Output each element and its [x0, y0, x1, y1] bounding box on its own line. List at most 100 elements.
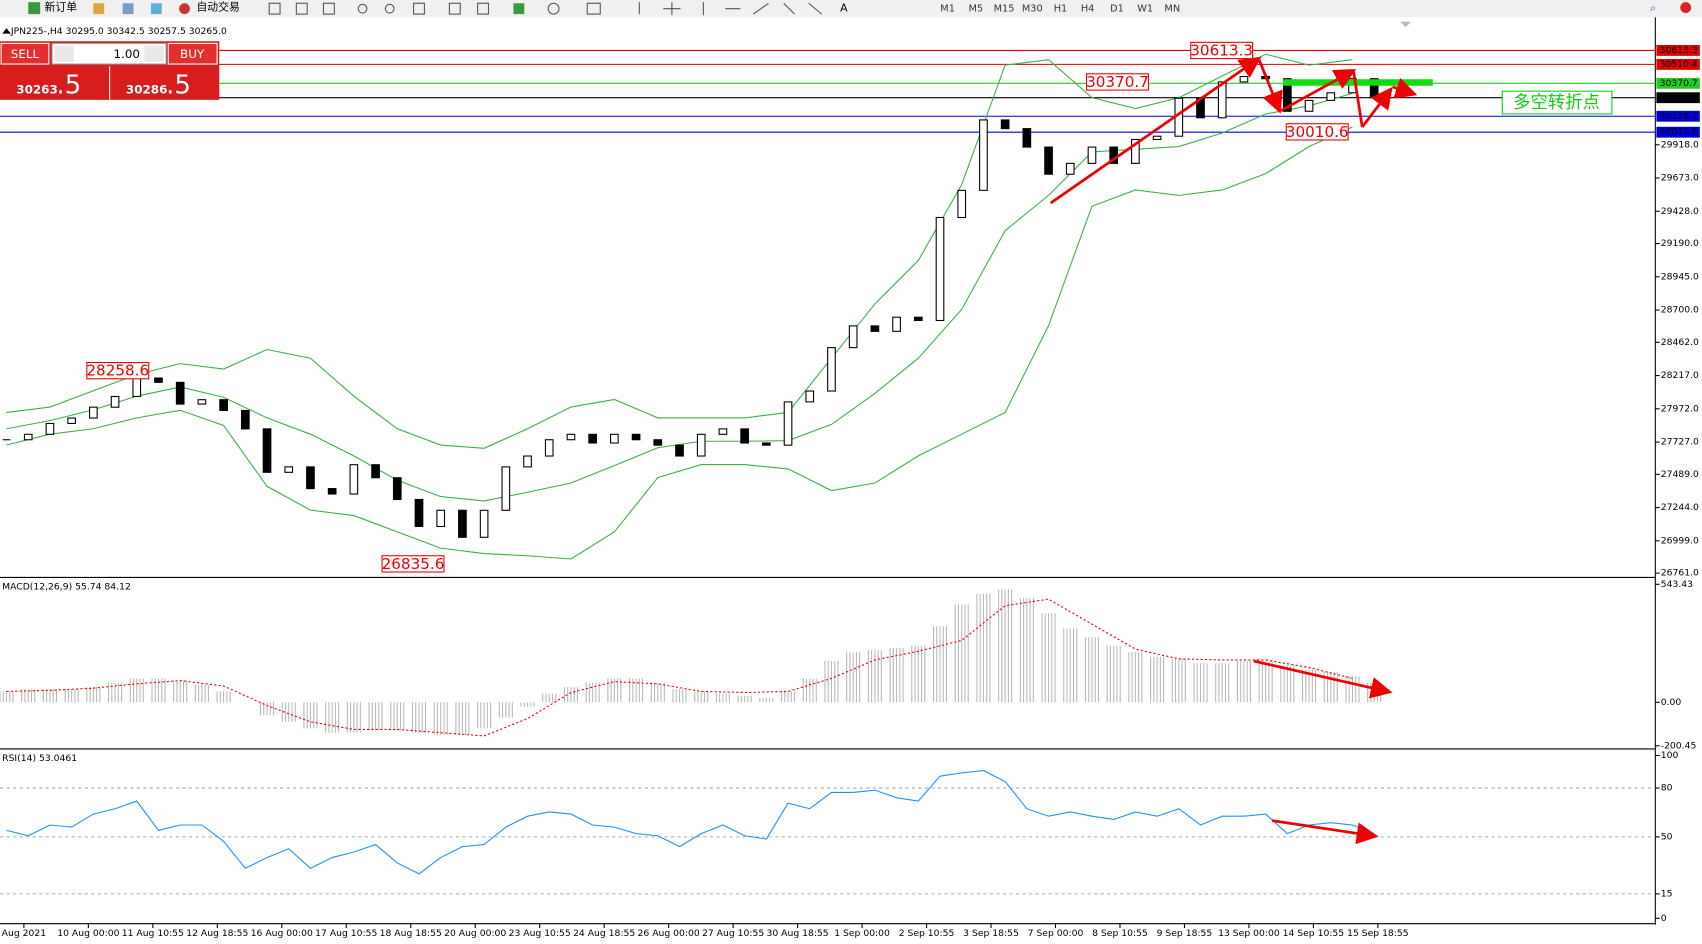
y-tick-label: 29190.0: [1661, 238, 1699, 249]
candle: [1217, 81, 1227, 119]
buy-price[interactable]: 30286: [126, 83, 167, 97]
candle: [240, 409, 250, 430]
candle: [827, 347, 836, 392]
candle: [957, 189, 967, 219]
annotation: 28258.6: [86, 362, 149, 380]
timeframe[interactable]: D1: [1110, 4, 1124, 15]
candle: [935, 216, 945, 322]
candle: [1283, 78, 1292, 112]
y-tick-label: 26999.0: [1661, 535, 1699, 546]
candle: [848, 325, 858, 349]
y-tick-label: 29918.0: [1661, 139, 1699, 150]
volume-down[interactable]: [54, 45, 74, 62]
rsi-tick-label: 15: [1661, 888, 1673, 899]
y-tick-label: 28217.0: [1661, 370, 1699, 381]
toolbar: [0, 0, 1702, 18]
candle: [631, 433, 641, 441]
buy-label[interactable]: BUY: [180, 47, 205, 61]
candle: [262, 428, 272, 473]
y-tick-label: 28462.0: [1661, 337, 1699, 348]
rsi-label: RSI(14) 53.0461: [2, 753, 77, 764]
candle: [67, 417, 76, 425]
volume-up[interactable]: [144, 45, 164, 62]
candle: [45, 422, 55, 435]
add-indicator[interactable]: [513, 3, 525, 15]
annotation: 30010.6: [1286, 123, 1349, 141]
timeframe[interactable]: H1: [1054, 4, 1068, 15]
tool-icon[interactable]: [122, 3, 134, 15]
collapse-arrow[interactable]: [2, 28, 11, 34]
candle: [1152, 135, 1162, 141]
y-tick-label: 27244.0: [1661, 502, 1699, 513]
shift-marker: [1400, 21, 1412, 28]
candle: [219, 399, 228, 411]
candle: [414, 498, 424, 527]
macd-tick-label: 0.00: [1661, 697, 1682, 708]
timeframe[interactable]: H4: [1081, 4, 1095, 15]
annotation: 30370.7: [1086, 73, 1149, 91]
candle: [696, 433, 706, 457]
rsi-tick-label: 50: [1661, 831, 1673, 842]
tool-icon[interactable]: [93, 3, 105, 15]
text-tool[interactable]: A: [840, 2, 848, 15]
y-tick-label: 27727.0: [1661, 437, 1699, 448]
volume[interactable]: 1.00: [113, 47, 140, 61]
annotation: 30613.3: [1190, 42, 1253, 60]
search-icon[interactable]: ⌕: [1650, 2, 1656, 15]
x-tick-label: 11 Aug 10:55: [122, 928, 184, 939]
candle: [783, 401, 793, 446]
timeframe[interactable]: M30: [1022, 4, 1043, 15]
candle: [653, 439, 663, 446]
candle: [1087, 146, 1097, 164]
x-tick-label: 18 Aug 18:55: [380, 928, 442, 939]
buy-pip[interactable]: .5: [166, 70, 191, 100]
note: 多空转折点: [1513, 93, 1600, 113]
x-tick-label: 23 Aug 10:55: [509, 928, 571, 939]
sell-pip[interactable]: .5: [56, 70, 81, 100]
y-tick-label: 29428.0: [1661, 206, 1699, 217]
timeframe[interactable]: W1: [1137, 4, 1153, 15]
candle: [1326, 92, 1336, 101]
new-order[interactable]: 新订单: [45, 0, 78, 14]
timeframe[interactable]: M15: [994, 4, 1015, 15]
auto-trading[interactable]: 自动交易: [196, 0, 239, 14]
level-label: 30128.2: [1660, 111, 1698, 122]
x-tick-label: 1 Sep 00:00: [834, 928, 890, 939]
y-tick-label: 27972.0: [1661, 403, 1699, 414]
candle: [1000, 119, 1010, 130]
new-order-icon[interactable]: [28, 2, 41, 15]
candle: [23, 433, 33, 441]
buy-button[interactable]: [167, 42, 218, 65]
sell-label[interactable]: SELL: [11, 47, 40, 61]
x-tick-label: Aug 2021: [2, 928, 47, 939]
candle: [284, 466, 294, 473]
rsi-tick-label: 100: [1661, 750, 1679, 761]
bollinger-lower: [6, 126, 1353, 560]
candle: [479, 509, 489, 538]
alert-icon[interactable]: [1680, 2, 1692, 14]
candle: [1044, 146, 1053, 175]
candle: [458, 509, 467, 538]
bollinger-upper: [6, 53, 1353, 449]
candle: [718, 428, 728, 435]
sell-price[interactable]: 30263: [16, 83, 57, 97]
sell-button[interactable]: [0, 42, 50, 65]
volume-field[interactable]: [51, 42, 167, 65]
auto-trading-icon[interactable]: [179, 3, 190, 15]
candle: [1304, 99, 1314, 112]
timeframe[interactable]: M5: [969, 4, 984, 15]
x-tick-label: 24 Aug 18:55: [573, 928, 635, 939]
candle: [197, 399, 207, 405]
annotation-box: [1285, 123, 1349, 141]
candle: [870, 325, 880, 332]
tool-icon[interactable]: [150, 3, 162, 15]
level-tag: [1656, 126, 1700, 138]
timeframe[interactable]: M1: [940, 4, 955, 15]
candle: [1131, 138, 1140, 164]
candle: [523, 455, 532, 468]
timeframe[interactable]: MN: [1164, 4, 1180, 15]
tool-icons: [268, 2, 823, 16]
candle: [566, 433, 576, 441]
